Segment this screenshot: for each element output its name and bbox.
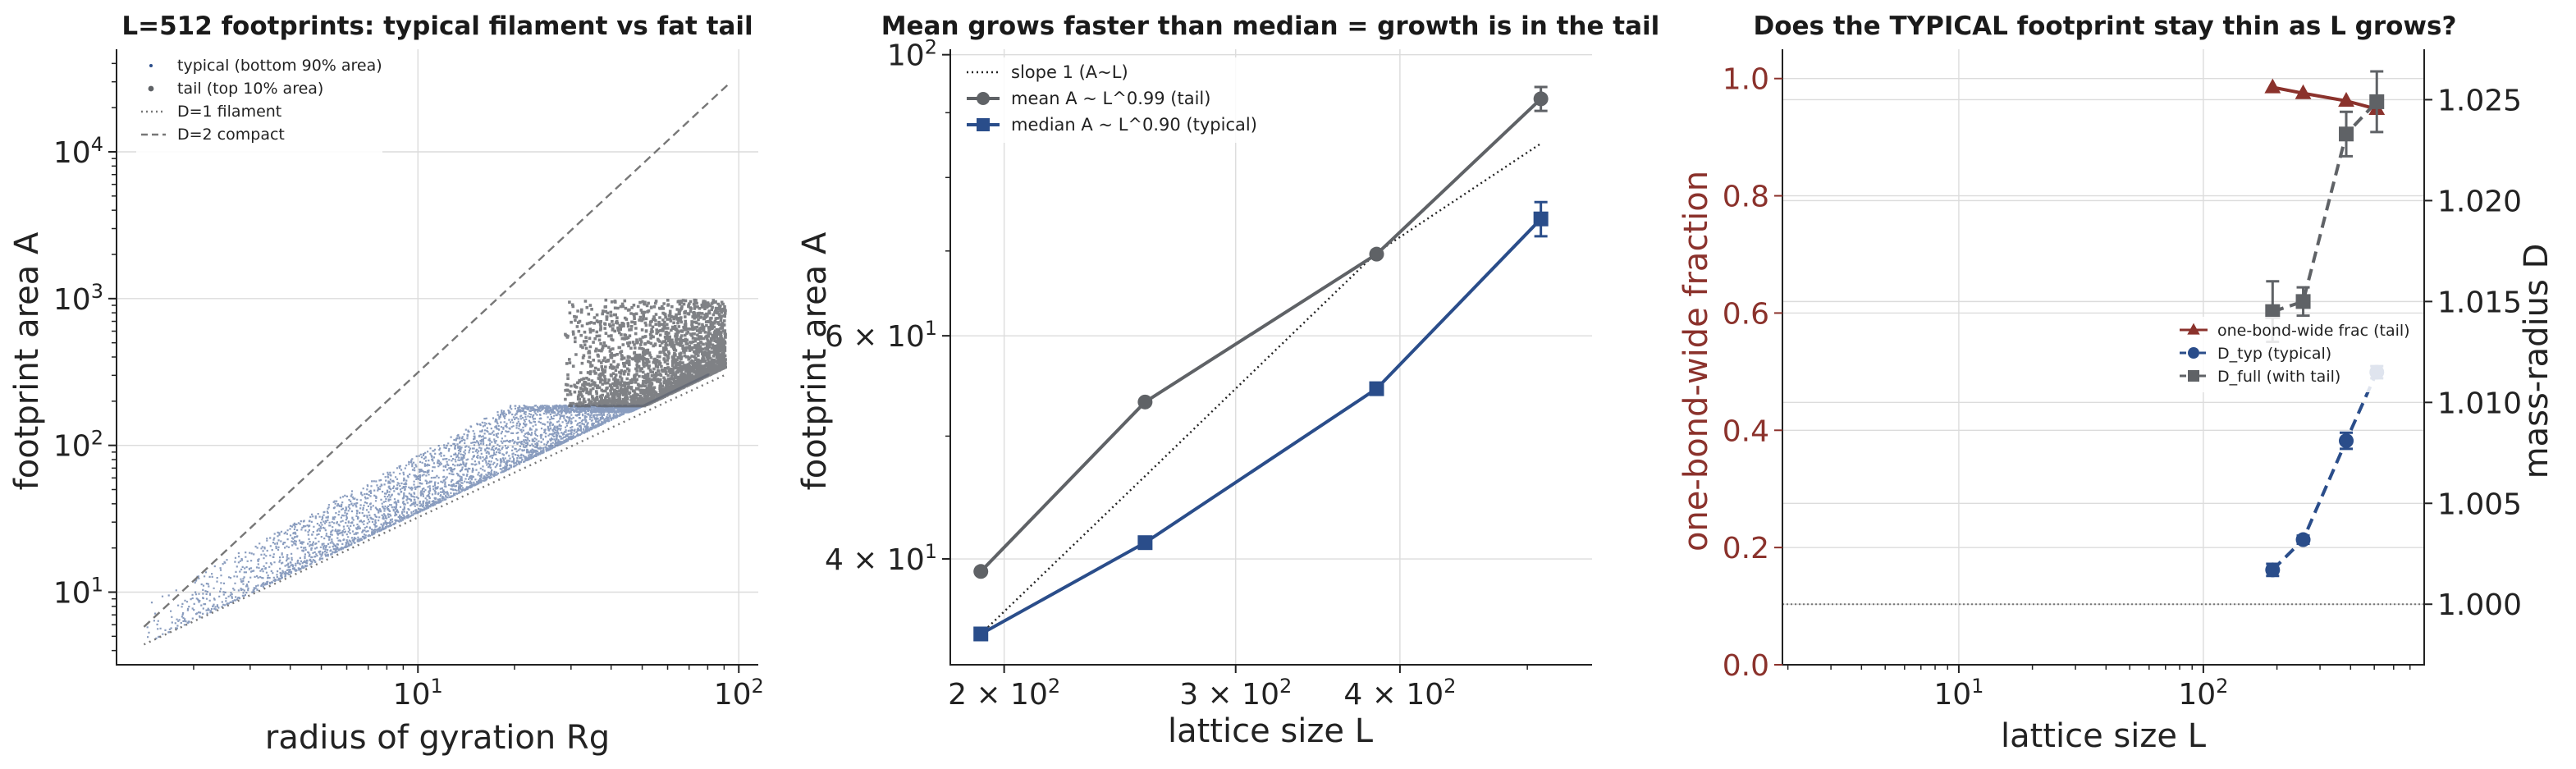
chart3-legend-marker-2	[2188, 370, 2199, 382]
chart1-series-d1-line	[143, 374, 725, 646]
chart2-tick-label-y-0: 4 × 101	[825, 540, 937, 577]
chart2-point-2-0	[973, 626, 989, 642]
chart1-legend-label-0: typical (bottom 90% area)	[177, 57, 382, 75]
chart1-series-d2-line	[143, 83, 730, 628]
chart3-legend-label-0: one-bond-wide frac (tail)	[2217, 322, 2410, 340]
chart3-point-0-2	[2338, 92, 2354, 108]
chart2-plot: 2 × 102 3 × 102 4 × 102 4 × 101 6 × 101 102 sl…	[825, 36, 1592, 712]
chart2-point-2-1	[1137, 535, 1153, 551]
chart2-tick-label-x-2: 4 × 102	[1343, 675, 1456, 712]
chart3-tick-label-y-left-4: 0.8	[1723, 181, 1769, 214]
chart2-legend-marker-1	[977, 92, 990, 105]
chart2-legend-label-1: mean A ~ L^0.99 (tail)	[1011, 89, 1210, 108]
chart2-point-2-3	[1533, 211, 1549, 227]
chart1-legend-marker-typical	[149, 64, 153, 67]
chart2-series-line-0	[980, 142, 1542, 635]
chart2-tick-label-x-1: 3 × 102	[1179, 675, 1292, 712]
chart3-tick-label-y-right-1: 1.005	[2437, 487, 2522, 521]
chart3-tick-label-y-right-5: 1.025	[2437, 84, 2522, 117]
chart1-tick-label-y-1: 102	[53, 427, 103, 464]
chart3-point-2-3	[2369, 94, 2385, 109]
chart2-point-1-0	[973, 564, 989, 579]
chart3-point-2-2	[2339, 126, 2354, 142]
chart1-plot: 101 102 101 102 103 104 typical (bottom 90% ar…	[53, 49, 764, 712]
chart1-xlabel: radius of gyration Rg	[265, 719, 610, 757]
chart3-legend-label-2: D_full (with tail)	[2217, 368, 2340, 386]
chart3-ylabel-right: mass-radius D	[2518, 244, 2555, 479]
chart1-series-typical-points	[146, 373, 710, 639]
chart2-ylabel: footprint area A	[796, 231, 834, 490]
chart3-ylabel-left: one-bond-wide fraction	[1677, 171, 1715, 552]
chart2-legend-label-0: slope 1 (A~L)	[1011, 62, 1128, 82]
chart1-tick-label-x-1: 102	[714, 675, 764, 712]
chart2-tick-label-y-1: 6 × 101	[825, 317, 937, 354]
chart3-plot: 101 102 0.0 0.2 0.4 0.6 0.8 1.0 1.000 1.005 1.010 1…	[1723, 49, 2522, 712]
chart1-tick-label-y-2: 103	[53, 280, 103, 317]
chart2-point-1-1	[1137, 394, 1153, 410]
chart3-legend-marker-0	[2187, 323, 2200, 335]
chart3-point-2-0	[2265, 304, 2281, 319]
chart1-legend-label-2: D=1 filament	[177, 103, 281, 121]
chart2-axes-spines	[949, 49, 1592, 666]
chart3-tick-label-x-0: 101	[1933, 675, 1983, 712]
chart1-legend-label-1: tail (top 10% area)	[177, 80, 323, 98]
chart1-series-tail-points	[564, 298, 727, 408]
chart1-tick-label-x-0: 101	[393, 675, 443, 712]
chart3-legend-marker-1	[2188, 347, 2199, 359]
chart3-tick-label-y-right-2: 1.010	[2437, 387, 2522, 420]
chart3-tick-label-y-left-2: 0.4	[1723, 414, 1769, 448]
chart3-tick-label-y-right-0: 1.000	[2437, 588, 2522, 622]
chart3-point-2-1	[2295, 294, 2311, 309]
chart1-legend-marker-tail	[148, 85, 154, 92]
chart2-title: Mean grows faster than median = growth i…	[881, 11, 1660, 41]
chart3-point-1-0	[2265, 562, 2281, 578]
chart2-point-2-2	[1369, 381, 1384, 396]
chart3-series-line-1	[2271, 371, 2379, 571]
chart2-tick-label-x-0: 2 × 102	[948, 675, 1060, 712]
chart2-legend-box	[960, 57, 1272, 143]
chart1-tick-label-y-0: 101	[53, 574, 103, 611]
chart2-series-line-1	[979, 97, 1543, 573]
chart2-xlabel: lattice size L	[1168, 712, 1374, 750]
chart3-series-line-2	[2272, 100, 2378, 314]
chart2-point-1-3	[1533, 91, 1549, 107]
chart3-tick-label-y-right-4: 1.020	[2437, 185, 2522, 218]
chart3-tick-label-y-left-3: 0.6	[1723, 297, 1769, 331]
chart1-ylabel: footprint area A	[8, 231, 46, 490]
chart3-tick-label-y-left-5: 1.0	[1723, 63, 1769, 97]
chart3-tick-label-y-left-0: 0.0	[1723, 649, 1769, 683]
chart2-tick-label-y-2: 102	[887, 36, 937, 73]
chart2-legend-label-2: median A ~ L^0.90 (typical)	[1011, 115, 1257, 135]
chart1-legend-label-3: D=2 compact	[177, 126, 285, 144]
chart3-xlabel: lattice size L	[2001, 717, 2207, 755]
chart3-legend-box	[2173, 317, 2419, 392]
chart3-point-0-1	[2295, 84, 2312, 99]
chart3-title: Does the TYPICAL footprint stay thin as …	[1754, 11, 2457, 41]
chart1-legend-box	[136, 53, 382, 153]
chart3-point-1-2	[2339, 433, 2354, 449]
chart3-legend-label-1: D_typ (typical)	[2217, 345, 2331, 363]
chart3-tick-label-y-right-3: 1.015	[2437, 286, 2522, 319]
chart2-legend-marker-2	[977, 118, 990, 131]
chart3-series-line-0	[2272, 85, 2377, 111]
chart3-tick-label-x-1: 102	[2178, 675, 2228, 712]
chart2-point-1-2	[1369, 246, 1384, 262]
chart3-axes-spines	[1782, 49, 2425, 666]
chart1-tick-label-y-3: 104	[53, 133, 103, 170]
chart3-point-1-1	[2295, 532, 2311, 547]
chart3-tick-label-y-left-1: 0.2	[1723, 532, 1769, 565]
chart3-point-0-0	[2264, 78, 2281, 94]
chart1-title: L=512 footprints: typical filament vs fa…	[121, 11, 753, 41]
chart2-series-line-2	[980, 217, 1543, 636]
